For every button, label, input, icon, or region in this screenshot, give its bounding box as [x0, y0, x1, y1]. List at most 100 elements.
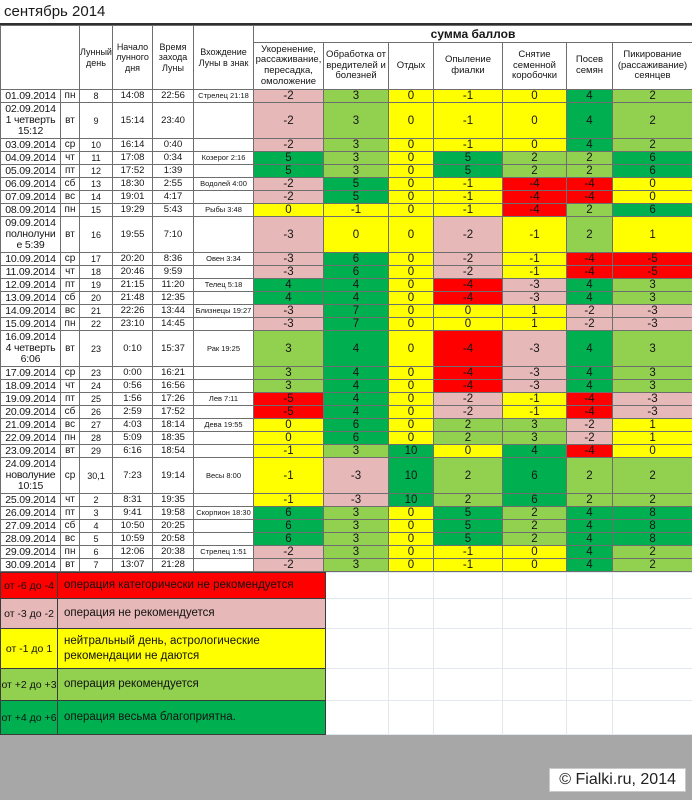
score-cell: 4 [502, 444, 567, 458]
score-cell: 5 [433, 532, 503, 546]
calendar-row: 17.09.2014 ср 23 0:00 16:21 3 4 0 -4 -3 4 3 [0, 366, 692, 380]
score-cell: -2 [253, 89, 324, 103]
score-cell: 0 [388, 89, 434, 103]
score-cell: 4 [566, 506, 613, 520]
weekday-cell: пн [60, 203, 80, 217]
sum-points-header: сумма баллов [252, 25, 692, 43]
score-cell: -3 [611, 405, 692, 419]
date-cell: 26.09.2014 [0, 506, 61, 520]
footer-bar: © Fialki.ru, 2014 [0, 735, 692, 800]
lunar-day-cell: 17 [79, 252, 113, 266]
score-column-header: Снятие семенной коробочки [502, 42, 567, 90]
moonset-time-cell: 15:37 [152, 330, 194, 367]
lunar-day-cell: 2 [79, 493, 113, 507]
lunar-day-start-cell: 10:50 [112, 519, 153, 533]
grid-filler-cell [502, 700, 567, 735]
grid-filler-cell [433, 572, 503, 599]
lunar-day-start-cell: 19:01 [112, 190, 153, 204]
zodiac-entry-cell: Водолей 4:00 [193, 177, 254, 191]
lunar-day-start-cell: 8:31 [112, 493, 153, 507]
score-cell: -1 [502, 216, 567, 253]
score-cell: 3 [323, 506, 389, 520]
calendar-table: Лунный день Начало лунного дня Время заход… [0, 25, 692, 572]
date-cell: 19.09.2014 [0, 392, 61, 406]
score-cell: 3 [253, 330, 324, 367]
score-cell: 3 [323, 164, 389, 178]
score-cell: -5 [253, 405, 324, 419]
weekday-cell: сб [60, 405, 80, 419]
score-cell: 0 [388, 138, 434, 152]
lunar-day-start-cell: 7:23 [112, 457, 153, 494]
score-cell: 2 [566, 493, 613, 507]
score-cell: 6 [502, 493, 567, 507]
calendar-row: 24.09.2014 новолуние 10:15 ср 30,1 7:23 19:14 В… [0, 457, 692, 494]
zodiac-entry-cell [193, 366, 254, 380]
zodiac-entry-cell: Рыбы 3:48 [193, 203, 254, 217]
zodiac-entry-cell [193, 216, 254, 253]
lunar-day-cell: 9 [79, 102, 113, 139]
date-cell: 21.09.2014 [0, 418, 61, 432]
score-cell: -2 [253, 138, 324, 152]
score-cell: 3 [611, 330, 692, 367]
moonset-time-cell: 19:14 [152, 457, 194, 494]
score-cell: 4 [323, 366, 389, 380]
moonset-time-cell: 16:21 [152, 366, 194, 380]
moonset-time-cell: 22:56 [152, 89, 194, 103]
score-cell: -3 [611, 317, 692, 331]
moonset-time-cell: 7:10 [152, 216, 194, 253]
zodiac-entry-cell [193, 190, 254, 204]
date-cell: 10.09.2014 [0, 252, 61, 266]
score-column-header: Обработка от вредителей и болезней [323, 42, 389, 90]
title-row: сентябрь 2014 [0, 0, 692, 25]
score-cell: 6 [502, 457, 567, 494]
calendar-row: 25.09.2014 чт 2 8:31 19:35 -1 -3 10 2 6 2 2 [0, 493, 692, 507]
score-cell: 10 [388, 493, 434, 507]
score-cell: -2 [433, 265, 503, 279]
grid-filler-cell [566, 598, 613, 629]
zodiac-entry-cell [193, 431, 254, 445]
score-cell: 6 [253, 532, 324, 546]
score-cell: 4 [323, 278, 389, 292]
lunar-day-start-cell: 23:10 [112, 317, 153, 331]
lunar-day-start-cell: 17:08 [112, 151, 153, 165]
score-cell: 10 [388, 444, 434, 458]
moonset-time-cell: 18:54 [152, 444, 194, 458]
calendar-header: Лунный день Начало лунного дня Время заход… [0, 25, 692, 90]
date-cell: 16.09.2014 4 четверть 6:06 [0, 330, 61, 367]
date-cell: 08.09.2014 [0, 203, 61, 217]
score-cell: 4 [323, 405, 389, 419]
zodiac-entry-cell: Лев 7:11 [193, 392, 254, 406]
grid-filler-cell [433, 668, 503, 701]
legend-text-cell: операция не рекомендуется [57, 598, 326, 629]
grid-filler-cell [612, 598, 692, 629]
score-cell: 0 [388, 190, 434, 204]
date-cell: 30.09.2014 [0, 558, 61, 572]
score-cell: 4 [253, 278, 324, 292]
date-cell: 07.09.2014 [0, 190, 61, 204]
lunar-day-start-cell: 18:30 [112, 177, 153, 191]
lunar-day-cell: 29 [79, 444, 113, 458]
score-cell: -1 [253, 444, 324, 458]
score-cell: 0 [388, 265, 434, 279]
lunar-day-start-cell: 2:59 [112, 405, 153, 419]
score-cell: 3 [323, 519, 389, 533]
lunar-day-cell: 19 [79, 278, 113, 292]
date-cell: 24.09.2014 новолуние 10:15 [0, 457, 61, 494]
score-cell: -1 [433, 203, 503, 217]
calendar-row: 29.09.2014 пн 6 12:06 20:38 Стрелец 1:51 -2 3 0-… [0, 545, 692, 559]
lunar-day-cell: 24 [79, 379, 113, 393]
lunar-day-start-cell: 12:06 [112, 545, 153, 559]
legend-body: от -6 до -4 операция категорически не рек… [0, 572, 692, 735]
score-cell: 5 [433, 519, 503, 533]
score-cell: 2 [611, 558, 692, 572]
score-cell: 6 [253, 519, 324, 533]
weekday-cell: чт [60, 265, 80, 279]
lunar-day-start-cell: 0:10 [112, 330, 153, 367]
calendar-row: 02.09.2014 1 четверть 15:12 вт 9 15:14 23:40 -2… [0, 102, 692, 139]
score-cell: 0 [433, 304, 503, 318]
zodiac-entry-cell [193, 379, 254, 393]
calendar-row: 08.09.2014 пн 15 19:29 5:43 Рыбы 3:48 0 -1 0 -1 -4… [0, 203, 692, 217]
weekday-cell: вт [60, 102, 80, 139]
score-cell: -2 [253, 102, 324, 139]
score-cell: -1 [433, 138, 503, 152]
